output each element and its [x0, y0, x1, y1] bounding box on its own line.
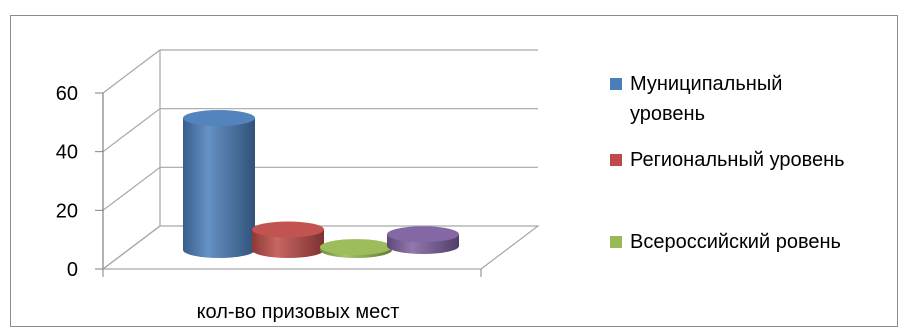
y-tick-label: 60	[56, 83, 78, 105]
legend-swatch-federal	[610, 236, 622, 248]
bar-cylinder	[183, 110, 255, 258]
legend-swatch-regional	[610, 154, 622, 166]
side-wall-line	[102, 49, 161, 94]
bar-cylinder-top	[387, 226, 459, 243]
bar-cylinder	[252, 221, 324, 258]
legend-label-regional: Региональный уровень	[630, 149, 845, 171]
legend-swatch-municipal	[610, 78, 622, 90]
legend-label-federal: Всероссийский ровень	[630, 231, 841, 253]
bar-cylinder	[320, 239, 392, 258]
side-wall-line	[102, 166, 161, 211]
bar-cylinder	[387, 226, 459, 254]
bar-cylinder-top	[183, 110, 255, 126]
chart-frame	[10, 15, 898, 327]
x-category-label: кол-во призовых мест	[197, 301, 400, 323]
y-tick-label: 20	[56, 200, 78, 222]
legend-label-municipal-line1: Муниципальный	[630, 73, 783, 95]
tick-layer: 0 20 40 60	[56, 83, 482, 281]
bar-cylinder-top	[252, 221, 324, 238]
side-wall-line	[102, 108, 161, 153]
bar-cylinder-body	[183, 118, 255, 258]
chart-floor	[101, 225, 540, 270]
bar-cylinder-body	[252, 229, 324, 258]
y-tick-label: 40	[56, 142, 78, 164]
bar-layer	[183, 110, 459, 258]
bar-cylinder-top	[320, 239, 392, 256]
legend-label-municipal-line2: уровень	[630, 103, 706, 125]
y-tick-label: 0	[67, 259, 78, 281]
